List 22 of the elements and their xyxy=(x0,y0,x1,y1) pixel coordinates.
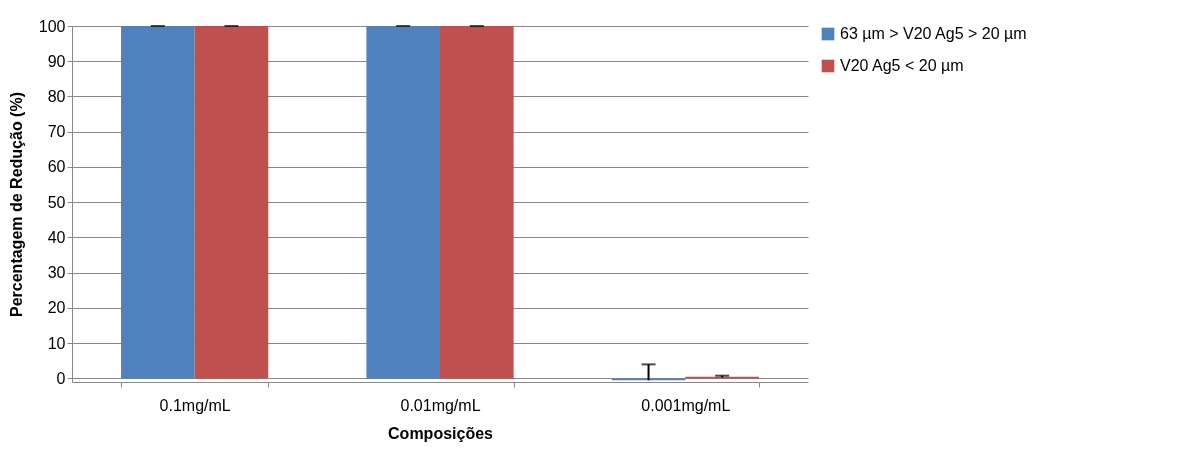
y-tick-label: 100 xyxy=(38,17,66,35)
y-tick-label: 70 xyxy=(47,123,66,141)
x-axis-title: Composições xyxy=(388,424,494,442)
x-tick-label: 0.001mg/mL xyxy=(641,396,731,414)
y-tick-label: 30 xyxy=(47,264,66,282)
y-axis-title: Percentagem de Redução (%) xyxy=(7,92,25,317)
bar xyxy=(194,26,269,379)
y-tick-label: 0 xyxy=(56,369,66,387)
x-tick-label: 0.1mg/mL xyxy=(159,396,231,414)
y-tick-label: 40 xyxy=(47,228,66,246)
y-tick-label: 50 xyxy=(47,193,66,211)
y-tick-label: 60 xyxy=(47,158,66,176)
bar xyxy=(121,26,195,379)
x-tick-label: 0.01mg/mL xyxy=(400,396,481,414)
bar xyxy=(440,26,514,379)
legend-label: 63 µm > V20 Ag5 > 20 µm xyxy=(840,25,1027,42)
y-tick-label: 10 xyxy=(47,334,66,352)
bar xyxy=(366,26,440,379)
y-tick-label: 80 xyxy=(47,88,66,105)
y-tick-label: 20 xyxy=(47,299,66,317)
legend-label: V20 Ag5 < 20 µm xyxy=(840,57,964,74)
y-tick-label: 90 xyxy=(47,52,66,70)
